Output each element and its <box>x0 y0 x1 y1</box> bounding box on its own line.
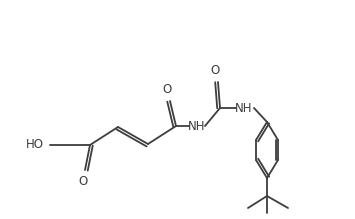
Text: O: O <box>162 83 171 96</box>
Text: NH: NH <box>188 120 206 132</box>
Text: HO: HO <box>26 138 44 152</box>
Text: NH: NH <box>235 101 253 115</box>
Text: O: O <box>211 64 220 77</box>
Text: O: O <box>78 175 88 188</box>
